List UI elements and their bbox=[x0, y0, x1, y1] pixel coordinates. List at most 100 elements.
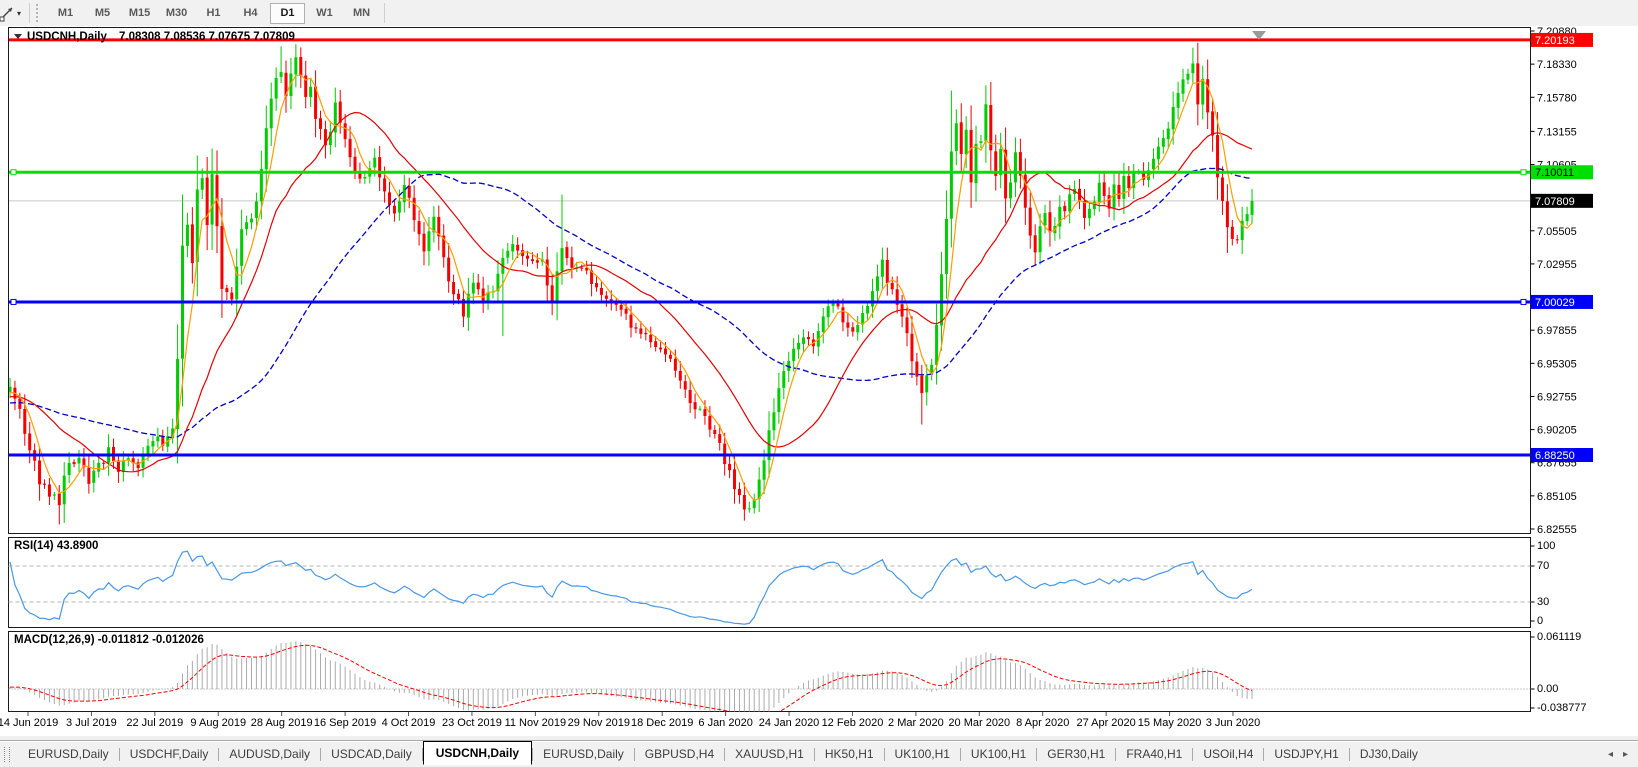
symbol-tab-eurusd-daily[interactable]: EURUSD,Daily bbox=[543, 747, 624, 761]
candle-body bbox=[1235, 239, 1239, 241]
candle-body bbox=[72, 461, 76, 465]
candle-body bbox=[363, 176, 367, 179]
candle-body bbox=[1092, 201, 1096, 210]
tab-separator bbox=[118, 747, 120, 761]
candle-body bbox=[545, 259, 549, 286]
tab-separator bbox=[724, 747, 726, 761]
candle-body bbox=[1142, 171, 1146, 180]
support-line-blue-upper-handle[interactable] bbox=[1520, 298, 1527, 305]
resistance-line-green-handle[interactable] bbox=[1520, 169, 1527, 176]
tab-scroll-controls: ◂ ▸ bbox=[1608, 749, 1628, 760]
candle-body bbox=[8, 386, 12, 392]
candle-body bbox=[205, 177, 209, 226]
symbol-tab-audusd-daily[interactable]: AUDUSD,Daily bbox=[229, 747, 311, 761]
symbol-tab-hk50-h1[interactable]: HK50,H1 bbox=[824, 747, 874, 761]
symbol-tab-usdjpy-h1[interactable]: USDJPY,H1 bbox=[1274, 747, 1339, 761]
symbol-tab-xauusd-h1[interactable]: XAUUSD,H1 bbox=[735, 747, 804, 761]
candle-body bbox=[1068, 194, 1072, 212]
candle-body bbox=[871, 291, 875, 307]
tab-scroll-left-icon[interactable]: ◂ bbox=[1607, 748, 1613, 760]
price-tick-label: 6.85105 bbox=[1537, 491, 1577, 503]
timeframe-button-h1[interactable]: H1 bbox=[206, 6, 221, 19]
symbol-tab-eurusd-daily[interactable]: EURUSD,Daily bbox=[28, 747, 109, 761]
candle-body bbox=[585, 267, 589, 271]
candle-body bbox=[565, 247, 569, 259]
candle-body bbox=[668, 354, 672, 359]
tool-dropdown-caret-icon[interactable]: ▾ bbox=[17, 8, 22, 18]
date-label: 3 Jun 2020 bbox=[1206, 717, 1260, 729]
candle-body bbox=[18, 398, 22, 409]
candle-body bbox=[245, 222, 249, 230]
candle-body bbox=[644, 332, 648, 335]
candle-body bbox=[979, 141, 983, 143]
candle-body bbox=[136, 462, 140, 469]
timeframe-button-d1[interactable]: D1 bbox=[270, 2, 306, 24]
date-label: 16 Sep 2019 bbox=[314, 717, 376, 729]
candle-body bbox=[1156, 146, 1160, 160]
timeframe-button-mn[interactable]: MN bbox=[352, 6, 371, 19]
symbol-tab-uk100-h1[interactable]: UK100,H1 bbox=[970, 747, 1027, 761]
candle-body bbox=[116, 460, 120, 472]
macd-label: MACD(12,26,9) -0.011812 -0.012026 bbox=[14, 634, 204, 646]
price-tick-label: 7.18330 bbox=[1537, 59, 1577, 71]
symbol-collapse-triangle-icon[interactable] bbox=[14, 34, 22, 39]
symbol-tab-usdchf-daily[interactable]: USDCHF,Daily bbox=[129, 747, 209, 761]
candle-body bbox=[570, 257, 574, 268]
candle-body bbox=[333, 102, 337, 133]
symbol-tab-usdcnh-daily[interactable]: USDCNH,Daily bbox=[422, 741, 533, 765]
price-tick-label: 7.02955 bbox=[1537, 259, 1577, 271]
candle-body bbox=[654, 341, 658, 348]
candle-body bbox=[969, 129, 973, 183]
candle-body bbox=[846, 322, 850, 328]
symbol-tab-dj30-daily[interactable]: DJ30,Daily bbox=[1359, 747, 1418, 761]
resistance-line-green-handle[interactable] bbox=[10, 169, 17, 176]
toolbar-grip[interactable] bbox=[36, 4, 41, 22]
candle-body bbox=[259, 168, 263, 202]
candle-body bbox=[619, 304, 623, 310]
candle-body bbox=[935, 324, 939, 365]
date-label: 27 Apr 2020 bbox=[1076, 717, 1135, 729]
timeframe-button-h4[interactable]: H4 bbox=[243, 6, 258, 19]
symbol-tab-uk100-h1[interactable]: UK100,H1 bbox=[894, 747, 950, 761]
candle-body bbox=[343, 123, 347, 140]
support-line-blue-upper-badge bbox=[1531, 294, 1593, 309]
timeframe-button-m5[interactable]: M5 bbox=[94, 6, 111, 19]
candle-body bbox=[378, 157, 382, 178]
candle-body bbox=[299, 57, 303, 77]
crosshair-tool-icon[interactable] bbox=[0, 3, 17, 23]
symbol-tab-fra40-h1[interactable]: FRA40,H1 bbox=[1126, 747, 1183, 761]
symbol-tab-usdcad-daily[interactable]: USDCAD,Daily bbox=[331, 747, 412, 761]
symbol-tab-gbpusd-h4[interactable]: GBPUSD,H4 bbox=[644, 747, 715, 761]
candle-body bbox=[185, 224, 189, 246]
timeframe-button-m1[interactable]: M1 bbox=[57, 6, 74, 19]
candle-body bbox=[38, 460, 42, 485]
timeframe-button-w1[interactable]: W1 bbox=[316, 6, 333, 19]
candle-body bbox=[856, 325, 860, 333]
support-line-blue-upper-handle[interactable] bbox=[10, 298, 17, 305]
timeframe-button-m15[interactable]: M15 bbox=[128, 6, 151, 19]
candle-body bbox=[1038, 226, 1042, 253]
candle-body bbox=[323, 129, 327, 146]
tab-scroll-right-icon[interactable]: ▸ bbox=[1622, 748, 1628, 760]
candle-body bbox=[560, 248, 564, 272]
price-chart-surface[interactable]: USDCNH,Daily 7.08308 7.08536 7.07675 7.07… bbox=[0, 26, 1638, 736]
candle-body bbox=[964, 129, 968, 155]
rsi-scale-label: 30 bbox=[1537, 596, 1549, 608]
candle-body bbox=[264, 128, 268, 170]
candle-body bbox=[62, 475, 66, 505]
candle-body bbox=[1151, 158, 1155, 170]
tabbar-grip[interactable] bbox=[4, 746, 10, 762]
candle-body bbox=[294, 57, 298, 75]
tab-separator bbox=[1192, 747, 1194, 761]
candle-body bbox=[1147, 170, 1151, 180]
candle-body bbox=[1112, 184, 1116, 208]
candle-body bbox=[841, 307, 845, 323]
tab-separator bbox=[813, 747, 815, 761]
candle-body bbox=[713, 429, 717, 435]
timeframe-button-m30[interactable]: M30 bbox=[165, 6, 188, 19]
candle-body bbox=[1201, 78, 1205, 105]
symbol-tab-usoil-h4[interactable]: USOil,H4 bbox=[1203, 747, 1254, 761]
symbol-tab-ger30-h1[interactable]: GER30,H1 bbox=[1047, 747, 1106, 761]
candle-body bbox=[930, 364, 934, 375]
candle-body bbox=[43, 483, 47, 485]
